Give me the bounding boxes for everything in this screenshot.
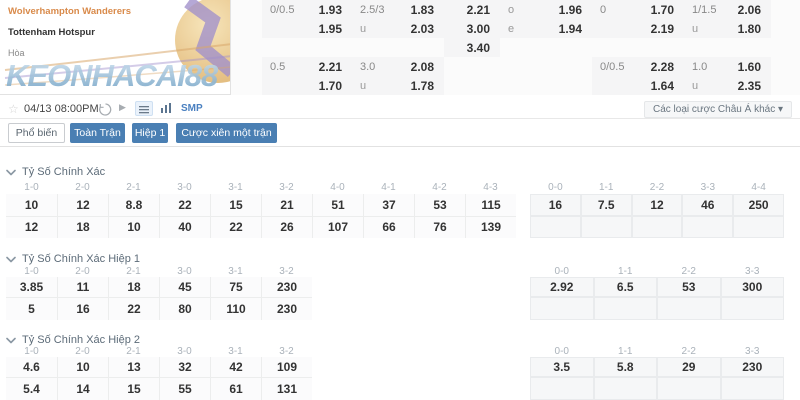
svg-text:KEONHACAI88: KEONHACAI88: [6, 58, 219, 93]
